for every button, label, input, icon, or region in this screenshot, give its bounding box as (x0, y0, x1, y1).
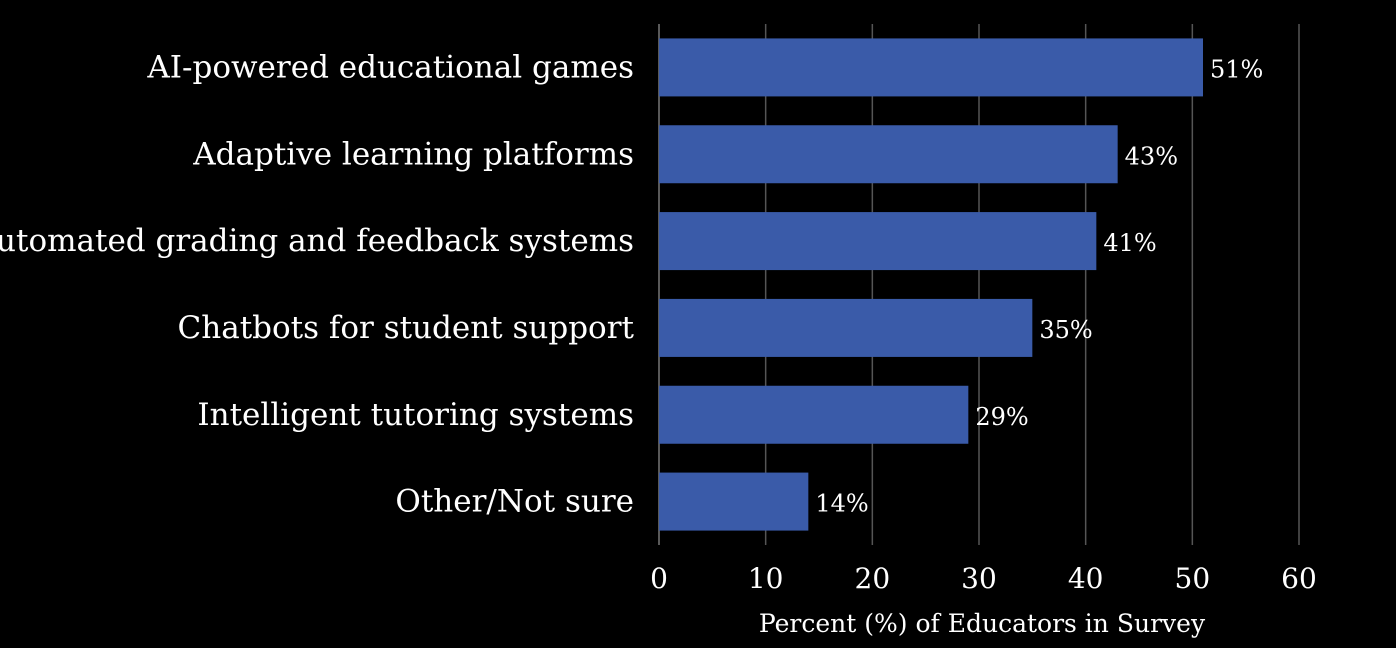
data-label: 51% (1210, 55, 1263, 83)
category-labels: AI-powered educational games Adaptive lea… (0, 49, 635, 519)
category-label: Chatbots for student support (178, 310, 635, 346)
bar (659, 212, 1097, 271)
bar (659, 385, 969, 444)
bar (659, 298, 1033, 357)
category-label: Adaptive learning platforms (192, 136, 634, 172)
x-axis-title: Percent (%) of Educators in Survey (759, 609, 1206, 638)
data-label: 41% (1103, 229, 1156, 257)
x-tick-label: 50 (1175, 562, 1211, 595)
data-label: 14% (815, 490, 868, 518)
x-tick-label: 20 (855, 562, 891, 595)
category-label: Automated grading and feedback systems (0, 223, 634, 259)
bars (659, 38, 1203, 531)
data-label: 35% (1039, 316, 1092, 344)
category-label: Other/Not sure (395, 484, 634, 520)
x-tick-label: 30 (961, 562, 997, 595)
category-label: AI-powered educational games (146, 49, 634, 85)
category-label: Intelligent tutoring systems (197, 397, 634, 433)
bar (659, 125, 1118, 184)
x-tick-label: 0 (650, 562, 668, 595)
x-tick-labels: 0 10 20 30 40 50 60 (650, 562, 1317, 595)
data-labels: 51% 43% 41% 35% 29% 14% (815, 55, 1263, 517)
x-tick-label: 10 (748, 562, 784, 595)
data-label: 43% (1125, 142, 1178, 170)
x-tick-label: 40 (1068, 562, 1104, 595)
gridlines (658, 24, 1300, 545)
x-tick-label: 60 (1281, 562, 1317, 595)
data-label: 29% (975, 403, 1028, 431)
bar (659, 38, 1203, 97)
bar (659, 472, 809, 531)
